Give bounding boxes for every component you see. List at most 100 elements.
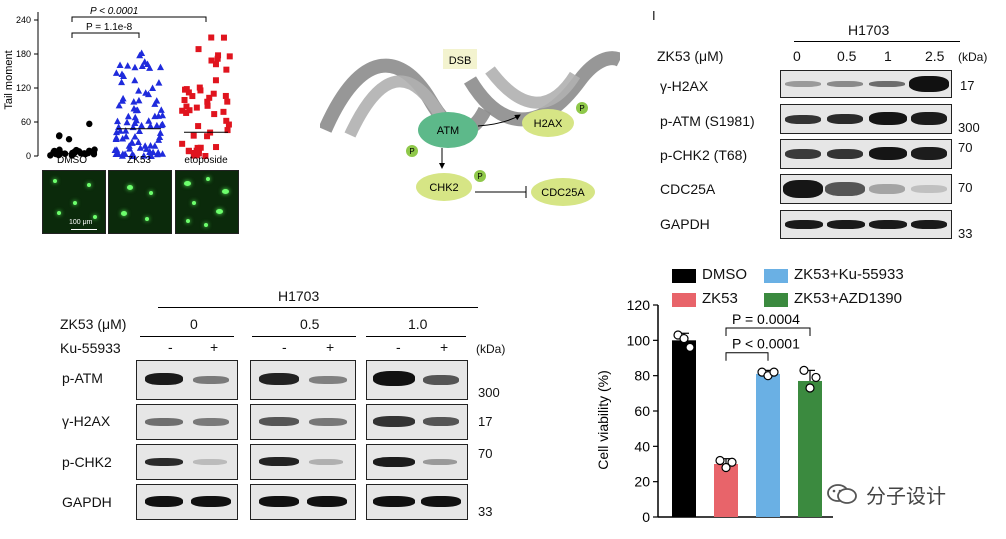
scatter-point: [215, 52, 222, 59]
p-inner-label: P = 1.1e-8: [86, 22, 133, 33]
scatter-point: [185, 148, 192, 155]
h2ax-phospho-label: P: [579, 104, 584, 113]
panel-d-sign-4: -: [396, 339, 401, 355]
scatter-point: [136, 51, 144, 59]
chk2-phospho-label: P: [477, 172, 482, 181]
scatter-point: [202, 152, 209, 159]
scatter-point: [86, 147, 93, 154]
scatter-point: [123, 118, 131, 126]
y-tick-label: 240: [16, 15, 31, 25]
scatter-point: [154, 148, 162, 156]
scatter-point: [116, 61, 124, 69]
scatter-point: [183, 103, 190, 110]
dsb-box: [443, 49, 477, 69]
bar-zk53: [714, 464, 738, 517]
panel-c-kda-4: 33: [958, 226, 973, 241]
dna-strand-3: [463, 51, 620, 127]
scatter-point: [141, 142, 149, 149]
dna-strand-4: [485, 66, 581, 109]
panel-c-dose-0: 0: [793, 48, 801, 64]
scatter-point: [138, 121, 146, 129]
scatter-point: [212, 61, 219, 68]
watermark-text: 分子设计: [866, 486, 946, 508]
cdc25a-node: [531, 178, 595, 206]
data-point: [727, 457, 737, 467]
y-tick-label: 120: [627, 297, 651, 313]
panel-c-blot-gapdh: [780, 210, 952, 239]
scatter-point: [136, 144, 144, 151]
y-tick-label: 0: [642, 509, 650, 525]
scatter-point: [191, 150, 198, 157]
scatter-point: [196, 84, 203, 91]
scatter-point: [142, 89, 150, 96]
legend-label-ku: ZK53+Ku-55933: [794, 266, 904, 283]
scatter-point: [182, 86, 189, 93]
legend-swatch-ku: [764, 269, 788, 283]
panel-d-blot-gapdh-0: [136, 484, 238, 520]
viability-ylabel: Cell viability (%): [595, 370, 611, 470]
panel-c-row-label-1: p-ATM (S1981): [660, 113, 755, 129]
y-tick-label: 20: [634, 474, 650, 490]
panel-d-sign-1: +: [210, 339, 219, 355]
panel-c-row-label-3: CDC25A: [660, 181, 716, 197]
scatter-point: [159, 120, 167, 128]
cdc25a-label: CDC25A: [541, 187, 585, 199]
scatter-point: [189, 93, 196, 100]
tail-moment-ylabel: Tail moment: [3, 50, 15, 109]
scatter-point: [131, 132, 139, 140]
scatter-point: [208, 34, 215, 41]
scatter-points: [47, 34, 233, 159]
scatter-point: [183, 109, 190, 116]
scatter-point: [181, 96, 188, 103]
atm-phospho: [406, 145, 418, 157]
panel-c-dose-3: 2.5: [925, 48, 945, 64]
scatter-point: [140, 152, 148, 159]
panel-d-kda-0: 300: [478, 385, 500, 400]
scatter-point: [186, 107, 193, 114]
scatter-point: [119, 94, 127, 102]
legend-swatch-azd: [764, 293, 788, 307]
scatter-point: [220, 34, 227, 41]
panel-c-blot-patm: [780, 104, 952, 134]
data-point: [679, 333, 689, 344]
scatter-point: [130, 151, 138, 159]
panel-d-row-label-2: p-CHK2: [62, 454, 112, 470]
data-point: [685, 342, 695, 353]
data-point: [811, 372, 821, 383]
h2ax-phospho: [576, 102, 588, 114]
scatter-point: [126, 145, 134, 152]
scatter-point: [146, 64, 154, 71]
panel-c-blot-gh2ax: [780, 70, 952, 98]
scatter-point: [118, 78, 126, 86]
y-tick-label: 80: [634, 368, 650, 384]
scatter-point: [56, 132, 63, 139]
scatter-point: [157, 106, 165, 113]
panel-c-row-label-0: γ-H2AX: [660, 78, 709, 94]
scatter-point: [86, 120, 93, 128]
p-outer-label: P < 0.0001: [90, 6, 138, 17]
panel-d-kda: (kDa): [476, 342, 506, 356]
scatter-point: [213, 144, 220, 151]
panel-d-blot-pchk2-2: [366, 444, 468, 480]
p-bracket-ku: [725, 352, 769, 361]
panel-d-blot-gh2ax-2: [366, 404, 468, 440]
scatter-point: [223, 117, 230, 124]
data-point: [721, 462, 731, 473]
dose-line-1: [252, 336, 356, 337]
scatter-point: [131, 63, 139, 71]
data-point: [769, 367, 779, 377]
panel-d-blot-pchk2-1: [250, 444, 356, 480]
scatter-point: [195, 46, 202, 53]
scatter-point: [146, 122, 154, 129]
scatter-point: [204, 98, 211, 105]
group-label-etoposide: etoposide: [184, 155, 228, 165]
scatter-point: [149, 84, 157, 91]
scatter-point: [113, 128, 121, 136]
scatter-point: [132, 116, 140, 124]
scatter-point: [116, 127, 124, 134]
scatter-point: [130, 105, 138, 112]
y-tick-label: 180: [16, 49, 31, 59]
legend-label-zk53: ZK53: [702, 290, 738, 307]
micrograph-dmso: 100 μm: [42, 170, 106, 234]
panel-d-sign-5: +: [440, 339, 449, 355]
